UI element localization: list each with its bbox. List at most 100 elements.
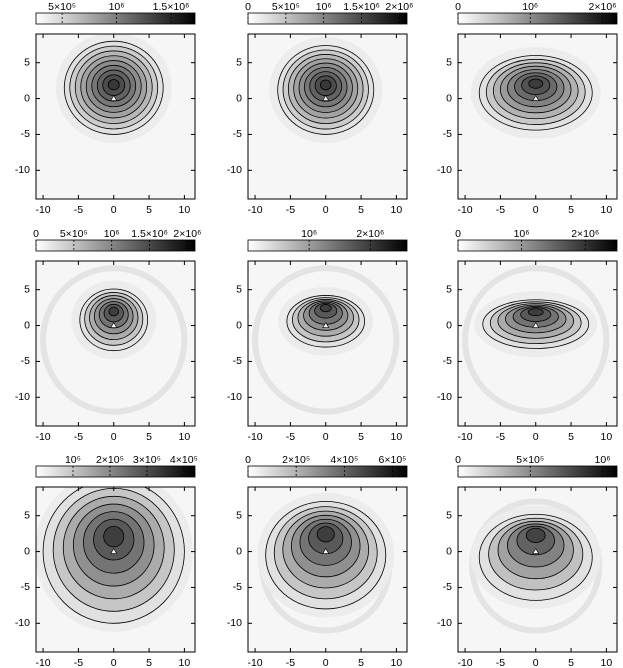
contour [316,526,335,543]
plot-area [458,261,617,426]
colorbar-tick-label: 2×10⁶ [356,228,384,240]
contour [319,304,332,313]
colorbar-tick-label: 10⁵ [65,454,81,466]
colorbar [35,239,196,252]
colorbar-tick-label: 2×10⁵ [282,454,310,466]
x-tick-label: -5 [496,431,505,443]
y-tick-label: -10 [15,391,30,403]
plot-frame [457,260,618,427]
halo [252,265,400,415]
y-tick-label: -10 [227,617,242,629]
x-tick-label: 0 [533,431,539,443]
y-tick-label: -5 [443,581,452,593]
colorbar-tick-label: 1.5×10⁶ [131,228,168,240]
origin-marker [322,547,330,554]
colorbar [457,239,618,252]
colorbar-tick-label: 10⁶ [316,1,332,13]
colorbar-tick-label: 5×10⁵ [48,1,76,13]
colorbar-tick-label: 4×10⁵ [170,454,198,466]
x-tick-label: 5 [568,431,574,443]
y-tick-label: -5 [233,128,242,140]
contour [103,526,125,548]
x-tick-label: 0 [533,204,539,216]
x-tick-label: 0 [533,657,539,668]
x-tick-label: 0 [323,657,329,668]
plot-area [248,261,407,426]
y-tick-label: 0 [24,92,30,104]
contour [525,527,546,543]
y-tick-label: 5 [236,56,242,68]
plot-area [36,34,195,199]
colorbar [35,12,196,25]
x-tick-label: 10 [601,204,613,216]
plot-area [458,34,617,199]
x-tick-label: 5 [358,204,364,216]
x-tick-label: -10 [457,204,472,216]
y-tick-label: 5 [24,56,30,68]
colorbar-tick-label: 0 [33,228,39,240]
contour [527,308,544,317]
colorbar-tick-label: 0 [455,454,461,466]
y-tick-label: -5 [443,128,452,140]
y-tick-label: 5 [24,509,30,521]
y-tick-label: 0 [24,319,30,331]
plot-frame [247,33,408,200]
y-tick-label: -5 [21,581,30,593]
colorbar [247,465,408,478]
colorbar-tick-label: 4×10⁵ [330,454,358,466]
y-tick-label: -10 [227,164,242,176]
colorbar-tick-label: 0 [455,1,461,13]
y-tick-label: 5 [236,509,242,521]
y-tick-label: 5 [446,283,452,295]
colorbar-tick-label: 3×10⁵ [133,454,161,466]
x-tick-label: -10 [247,431,262,443]
x-tick-label: 5 [568,657,574,668]
x-tick-label: -5 [286,431,295,443]
y-tick-label: -5 [233,581,242,593]
y-tick-label: 5 [446,509,452,521]
y-tick-label: -10 [15,617,30,629]
colorbar-tick-label: 0 [455,228,461,240]
x-tick-label: -10 [247,657,262,668]
y-tick-label: 0 [236,545,242,557]
colorbar-tick-label: 0 [245,1,251,13]
x-tick-label: 10 [601,431,613,443]
x-tick-label: 10 [391,657,403,668]
y-tick-label: 5 [446,56,452,68]
colorbar-tick-label: 1.5×10⁶ [153,1,190,13]
colorbar-tick-label: 10⁶ [522,1,538,13]
x-tick-label: 10 [179,431,191,443]
y-tick-label: 0 [446,545,452,557]
origin-marker [532,94,540,101]
y-tick-label: -5 [233,355,242,367]
x-tick-label: 0 [111,431,117,443]
x-tick-label: 0 [111,657,117,668]
x-tick-label: 5 [358,657,364,668]
x-tick-label: 0 [111,204,117,216]
colorbar-tick-label: 5×10⁵ [60,228,88,240]
colorbar-tick-label: 10⁶ [104,228,120,240]
y-tick-label: 0 [236,92,242,104]
y-tick-label: -5 [21,128,30,140]
x-tick-label: 5 [358,431,364,443]
x-tick-label: -10 [247,204,262,216]
y-tick-label: 5 [24,283,30,295]
contour [528,78,544,89]
colorbar-tick-label: 10⁶ [595,454,611,466]
y-tick-label: -5 [443,355,452,367]
colorbar-tick-label: 5×10⁵ [272,1,300,13]
plot-frame [35,486,196,653]
y-tick-label: 0 [236,319,242,331]
colorbar-tick-label: 0 [245,454,251,466]
colorbar-tick-label: 2×10⁵ [96,454,124,466]
plot-area [248,34,407,199]
x-tick-label: 5 [146,204,152,216]
origin-marker [110,547,118,554]
y-tick-label: -5 [21,355,30,367]
colorbar-tick-label: 2×10⁶ [589,1,617,13]
x-tick-label: -10 [457,431,472,443]
x-tick-label: -5 [496,204,505,216]
colorbar-tick-label: 6×10⁵ [379,454,407,466]
y-tick-label: -10 [15,164,30,176]
x-tick-label: 10 [391,204,403,216]
